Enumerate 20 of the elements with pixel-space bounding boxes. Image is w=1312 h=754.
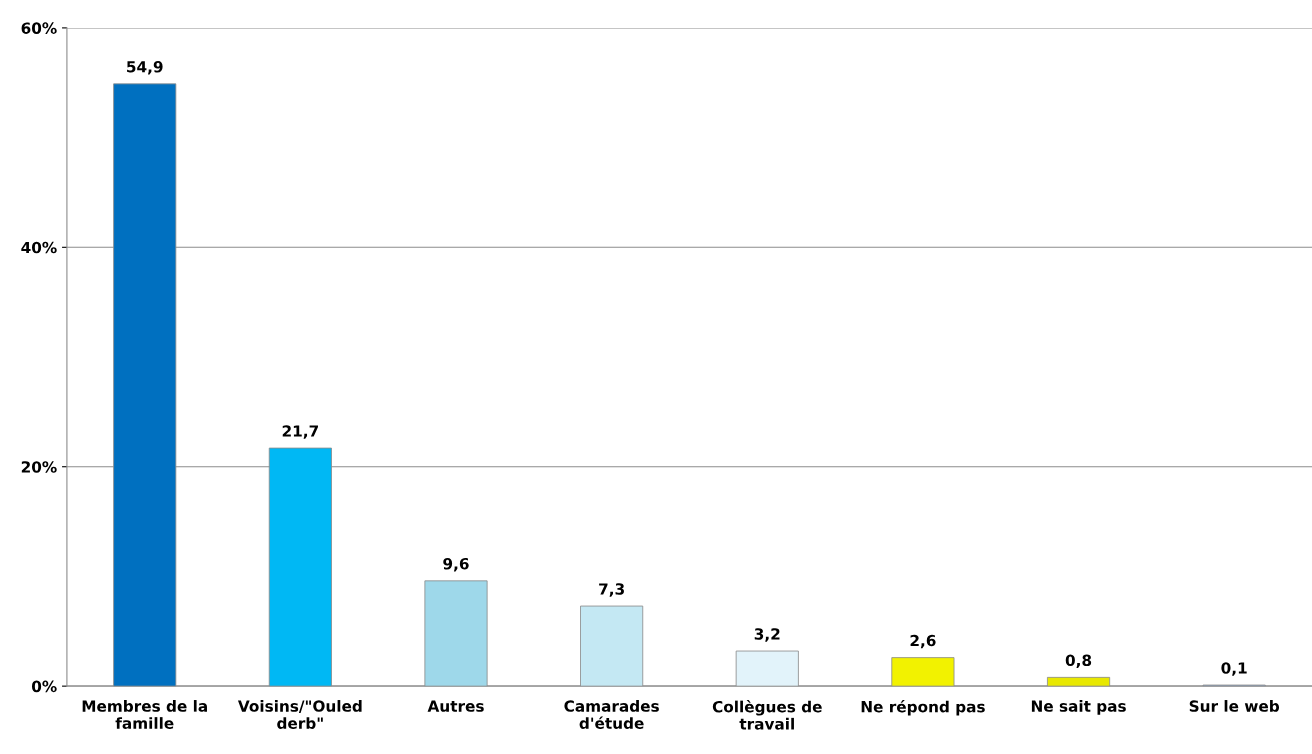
data-label: 7,3 bbox=[599, 583, 624, 597]
y-tick-label: 0% bbox=[31, 680, 57, 693]
x-tick-label: Autres bbox=[427, 700, 484, 712]
x-tick-label: Sur le web bbox=[1189, 700, 1280, 712]
data-label: 2,6 bbox=[910, 634, 936, 649]
data-label: 21,7 bbox=[282, 425, 318, 439]
y-tick-label: 60% bbox=[21, 22, 57, 34]
data-label: 0,1 bbox=[1221, 662, 1247, 676]
x-tick-label: Voisins/"Ouled derb" bbox=[237, 700, 362, 729]
y-tick-label: 40% bbox=[21, 241, 57, 254]
data-label: 0,8 bbox=[1065, 654, 1092, 669]
x-tick-label: Ne répond pas bbox=[861, 700, 985, 716]
x-tick-label: Ne sait pas bbox=[1031, 700, 1126, 715]
x-tick-label: Camarades d'étude bbox=[564, 700, 659, 729]
x-tick-label: Membres de la famille bbox=[82, 700, 207, 729]
data-label: 9,6 bbox=[443, 557, 469, 572]
data-label: 3,2 bbox=[754, 628, 780, 642]
y-tick-label: 20% bbox=[21, 461, 57, 473]
data-label: 54,9 bbox=[127, 61, 163, 75]
x-tick-label: Collègues de travail bbox=[712, 700, 822, 730]
